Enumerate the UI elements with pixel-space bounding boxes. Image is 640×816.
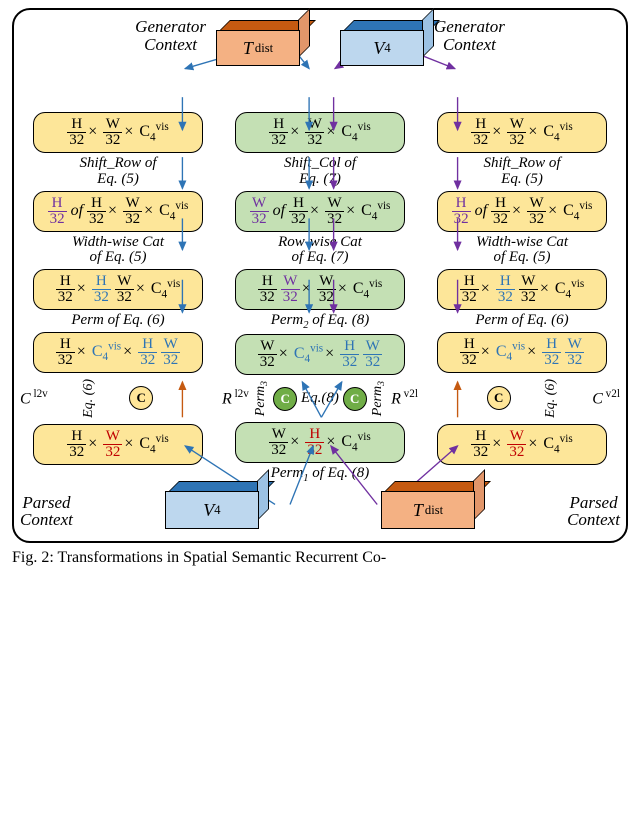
- tensor: H32 of H32× W32× C4vis: [33, 191, 203, 232]
- op-label: Width-wise Catof Eq. (5): [72, 235, 164, 267]
- tensor: H32× W32× C4vis: [235, 112, 405, 153]
- op-label: Perm2 of Eq. (8): [271, 313, 370, 331]
- tensor: H32 W32× W32× C4vis: [235, 269, 405, 310]
- eq6-label: Eq. (6): [543, 379, 559, 418]
- columns: H32× W32× C4vis Shift_Row ofEq. (5) H32 …: [20, 112, 620, 485]
- tensor: H32× H32 W32× C4vis: [437, 269, 607, 310]
- concat-circle: C: [343, 387, 367, 411]
- box-T-top: Tdist: [216, 30, 300, 66]
- perm3-label: Perm3: [253, 381, 270, 416]
- box-V-bot: V4: [165, 491, 259, 529]
- figure-caption: Fig. 2: Transformations in Spatial Seman…: [12, 549, 628, 567]
- op-label: Perm1 of Eq. (8): [271, 466, 370, 484]
- op-label: Width-wise Catof Eq. (5): [476, 235, 568, 267]
- op-label: Shift_Row ofEq. (5): [483, 156, 560, 188]
- tensor: W32× H32× C4vis: [235, 422, 405, 463]
- eq6-label: Eq. (6): [81, 379, 97, 418]
- tensor: H32× H32 W32× C4vis: [33, 269, 203, 310]
- tensor: H32 of H32× W32× C4vis: [437, 191, 607, 232]
- box-T-bot: Tdist: [381, 491, 475, 529]
- perm3-label: Perm3: [370, 381, 387, 416]
- tensor: W32× C4vis× H32 W32: [235, 334, 405, 375]
- parsed-ctx-left: ParsedContext: [20, 494, 73, 530]
- eq8-label: Eq.(8): [301, 391, 339, 407]
- tensor: H32× W32× C4vis: [33, 424, 203, 465]
- op-label: Shift_Col ofEq. (7): [284, 156, 356, 188]
- mid-left: C l2v Eq. (6) C: [20, 379, 216, 418]
- top-row: GeneratorContext Tdist V4 GeneratorConte…: [20, 18, 620, 66]
- diagram-frame: GeneratorContext Tdist V4 GeneratorConte…: [12, 8, 628, 543]
- gen-ctx-right: GeneratorContext: [434, 18, 505, 54]
- mid-center: R l2v Perm3 C Eq.(8) C Perm3 R v2l: [222, 381, 418, 416]
- op-label: Row-wise Catof Eq. (7): [278, 235, 362, 267]
- op-label: Shift_Row ofEq. (5): [79, 156, 156, 188]
- bottom-row: ParsedContext V4 Tdist ParsedContext: [20, 491, 620, 529]
- tensor: W32 of H32× W32× C4vis: [235, 191, 405, 232]
- op-label: Perm of Eq. (6): [71, 313, 164, 329]
- tensor: H32× W32× C4vis: [33, 112, 203, 153]
- tensor: H32× W32× C4vis: [437, 112, 607, 153]
- tensor: H32× C4vis× H32 W32: [437, 332, 607, 373]
- op-label: Perm of Eq. (6): [475, 313, 568, 329]
- parsed-ctx-right: ParsedContext: [567, 494, 620, 530]
- tensor: H32× C4vis× H32 W32: [33, 332, 203, 373]
- concat-circle: C: [273, 387, 297, 411]
- tensor: H32× W32× C4vis: [437, 424, 607, 465]
- col-right: H32× W32× C4vis Shift_Row ofEq. (5) H32 …: [424, 112, 620, 485]
- concat-circle: C: [129, 386, 153, 410]
- mid-right: C Eq. (6) C v2l: [424, 379, 620, 418]
- concat-circle: C: [487, 386, 511, 410]
- box-V-top: V4: [340, 30, 424, 66]
- col-center: H32× W32× C4vis Shift_Col ofEq. (7) W32 …: [222, 112, 418, 485]
- col-left: H32× W32× C4vis Shift_Row ofEq. (5) H32 …: [20, 112, 216, 485]
- gen-ctx-left: GeneratorContext: [135, 18, 206, 54]
